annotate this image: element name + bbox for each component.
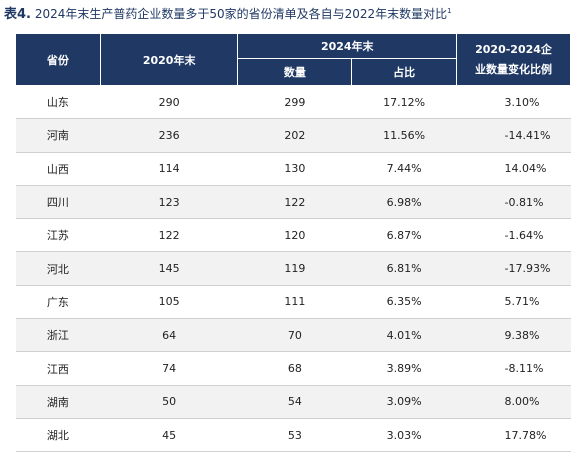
title: 表4. 2024年末生产普药企业数量多于50家的省份清单及各自与2022年末数量…: [4, 3, 452, 22]
table-cell: 6.81%: [351, 251, 457, 286]
table-cell: 6.87%: [351, 218, 457, 253]
table-cell: 14.04%: [456, 152, 571, 186]
table-row: 山东 290 299 17.12% 3.10%: [15, 85, 571, 120]
table-row: 湖北 45 53 3.03% 17.78%: [15, 418, 571, 452]
table-cell: 64: [100, 318, 238, 353]
table-cell: 3.09%: [351, 385, 457, 419]
table-cell: 6.98%: [351, 185, 457, 220]
table-row: 浙江 64 70 4.01% 9.38%: [15, 318, 571, 353]
header-cell: 2020年末: [99, 33, 239, 86]
table-cell: 123: [100, 185, 238, 220]
table-cell: 105: [100, 285, 238, 320]
table-cell: -0.81%: [456, 185, 571, 220]
table-cell: 9.38%: [456, 318, 571, 353]
table-row: 广东 105 111 6.35% 5.71%: [15, 285, 571, 320]
table-cell: 70: [237, 318, 352, 353]
table-cell: -14.41%: [456, 118, 571, 153]
table-body: 山东 290 299 17.12% 3.10% 河南 236 202 11.56% -14.41%…: [15, 85, 571, 452]
table-cell: 河北: [15, 251, 101, 286]
title-note: 1: [447, 7, 452, 15]
header-cell: 数量: [237, 58, 353, 86]
table-cell: 河南: [15, 118, 101, 153]
table-cell: 17.78%: [456, 418, 571, 452]
table-cell: 11.56%: [351, 118, 457, 153]
table-cell: 山西: [15, 152, 101, 186]
header-cell: 2024年末: [237, 33, 458, 59]
table-cell: 145: [100, 251, 238, 286]
table-cell: 114: [100, 152, 238, 186]
table-cell: 山东: [15, 85, 101, 120]
table-cell: 236: [100, 118, 238, 153]
table-cell: 122: [237, 185, 352, 220]
title-text: 2024年末生产普药企业数量多于50家的省份清单及各自与2022年末数量对比: [34, 7, 448, 21]
table-cell: 江西: [15, 351, 101, 386]
table-row: 山西 114 130 7.44% 14.04%: [15, 152, 571, 186]
table-row: 江西 74 68 3.89% -8.11%: [15, 351, 571, 386]
table-cell: 7.44%: [351, 152, 457, 186]
table-cell: 江苏: [15, 218, 101, 253]
table-cell: 17.12%: [351, 85, 457, 120]
table-cell: 8.00%: [456, 385, 571, 419]
table-cell: 6.35%: [351, 285, 457, 320]
table-cell: 45: [100, 418, 238, 452]
table-cell: 130: [237, 152, 352, 186]
table-cell: 122: [100, 218, 238, 253]
table-cell: 湖南: [15, 385, 101, 419]
table-cell: 119: [237, 251, 352, 286]
table-cell: 290: [100, 85, 238, 120]
table: 省份 2020年末 2024年末 2020-2024企业数量变化比例 数量 占比…: [15, 33, 571, 452]
table-cell: 广东: [15, 285, 101, 320]
table-cell: 202: [237, 118, 352, 153]
table-cell: 湖北: [15, 418, 101, 452]
header-cell: 占比: [351, 58, 458, 86]
table-cell: 3.10%: [456, 85, 571, 120]
table-cell: -8.11%: [456, 351, 571, 386]
table-cell: 四川: [15, 185, 101, 220]
table-row: 江苏 122 120 6.87% -1.64%: [15, 218, 571, 253]
table-cell: 4.01%: [351, 318, 457, 353]
table-cell: 74: [100, 351, 238, 386]
table-cell: 120: [237, 218, 352, 253]
table-cell: -1.64%: [456, 218, 571, 253]
table-cell: -17.93%: [456, 251, 571, 286]
header-cell: 省份: [15, 33, 101, 86]
header-cell: 2020-2024企业数量变化比例: [456, 33, 571, 86]
title-label: 表4.: [4, 7, 31, 22]
table-cell: 3.89%: [351, 351, 457, 386]
table-cell: 5.71%: [456, 285, 571, 320]
table-row: 湖南 50 54 3.09% 8.00%: [15, 385, 571, 419]
table-cell: 68: [237, 351, 352, 386]
table-row: 四川 123 122 6.98% -0.81%: [15, 185, 571, 220]
table-cell: 3.03%: [351, 418, 457, 452]
table-cell: 299: [237, 85, 352, 120]
table-row: 河南 236 202 11.56% -14.41%: [15, 118, 571, 153]
table-row: 河北 145 119 6.81% -17.93%: [15, 251, 571, 286]
table-cell: 50: [100, 385, 238, 419]
table-cell: 53: [237, 418, 352, 452]
table-cell: 111: [237, 285, 352, 320]
table-cell: 浙江: [15, 318, 101, 353]
table-cell: 54: [237, 385, 352, 419]
